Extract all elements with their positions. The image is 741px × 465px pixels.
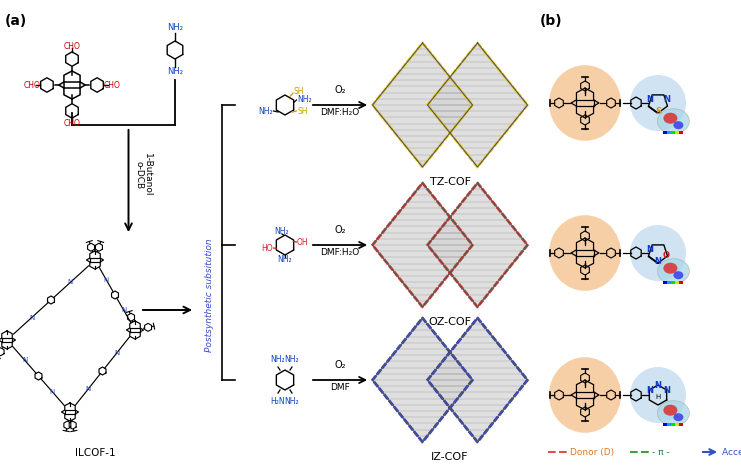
Text: NH₂: NH₂ xyxy=(285,397,299,405)
Text: DMF:H₂O: DMF:H₂O xyxy=(320,248,359,257)
Polygon shape xyxy=(428,183,528,307)
Text: N: N xyxy=(22,357,27,363)
Bar xyxy=(679,131,683,134)
Text: N: N xyxy=(85,386,91,392)
Ellipse shape xyxy=(549,357,621,433)
Bar xyxy=(668,281,671,284)
Text: NH₂: NH₂ xyxy=(278,254,292,264)
Text: DMF: DMF xyxy=(330,383,350,392)
Text: N: N xyxy=(663,94,670,104)
Text: Postsynthetic subsitution: Postsynthetic subsitution xyxy=(205,238,214,352)
Text: N: N xyxy=(646,94,653,104)
Bar xyxy=(668,423,671,426)
Text: 1-Butanol: 1-Butanol xyxy=(142,153,151,197)
Text: N: N xyxy=(104,277,109,283)
Text: N: N xyxy=(646,385,653,394)
Text: Donor (D): Donor (D) xyxy=(570,447,614,457)
Ellipse shape xyxy=(630,225,686,281)
Text: N: N xyxy=(654,380,662,390)
Bar xyxy=(663,423,668,426)
Text: N: N xyxy=(646,245,653,253)
Text: NH₂: NH₂ xyxy=(167,24,183,33)
Polygon shape xyxy=(428,318,528,442)
Text: IZ-COF: IZ-COF xyxy=(431,452,469,462)
Text: N: N xyxy=(654,257,662,266)
Text: ILCOF-1: ILCOF-1 xyxy=(75,448,116,458)
Bar xyxy=(671,281,675,284)
Ellipse shape xyxy=(657,259,689,284)
Text: N: N xyxy=(50,389,55,395)
Text: O: O xyxy=(663,251,670,259)
Text: SH: SH xyxy=(297,106,308,115)
Text: o-DCB: o-DCB xyxy=(135,161,144,189)
Bar xyxy=(671,423,675,426)
Text: HO: HO xyxy=(262,244,273,252)
Text: O₂: O₂ xyxy=(334,85,346,95)
Bar xyxy=(679,281,683,284)
Text: (b): (b) xyxy=(540,14,562,28)
Text: NH₂: NH₂ xyxy=(259,106,273,115)
Text: O₂: O₂ xyxy=(334,360,346,370)
Text: H: H xyxy=(655,394,661,400)
Ellipse shape xyxy=(663,113,677,124)
Ellipse shape xyxy=(663,405,677,416)
Text: H₂N: H₂N xyxy=(270,397,285,405)
Ellipse shape xyxy=(549,215,621,291)
Ellipse shape xyxy=(549,65,621,141)
Bar xyxy=(675,131,679,134)
Bar xyxy=(671,131,675,134)
Text: Acceptor (A): Acceptor (A) xyxy=(722,447,741,457)
Bar xyxy=(675,423,679,426)
Text: NH₂: NH₂ xyxy=(275,226,289,235)
Bar xyxy=(679,423,683,426)
Text: NH₂: NH₂ xyxy=(270,354,285,364)
Ellipse shape xyxy=(663,263,677,274)
Text: OH: OH xyxy=(297,238,308,246)
Bar xyxy=(663,131,668,134)
Text: NH₂: NH₂ xyxy=(285,354,299,364)
Polygon shape xyxy=(373,183,473,307)
Text: NH₂: NH₂ xyxy=(297,94,312,104)
Text: N: N xyxy=(663,385,670,394)
Polygon shape xyxy=(373,43,473,167)
Bar xyxy=(668,131,671,134)
Text: NH₂: NH₂ xyxy=(167,67,183,77)
Ellipse shape xyxy=(630,367,686,423)
Text: CHO: CHO xyxy=(104,80,121,89)
Bar xyxy=(675,281,679,284)
Polygon shape xyxy=(373,318,473,442)
Text: N: N xyxy=(122,307,127,313)
Text: S: S xyxy=(655,107,661,116)
Text: DMF:H₂O: DMF:H₂O xyxy=(320,108,359,117)
Text: N: N xyxy=(29,315,34,320)
Bar xyxy=(663,281,668,284)
Text: (a): (a) xyxy=(5,14,27,28)
Ellipse shape xyxy=(674,271,683,279)
Ellipse shape xyxy=(657,401,689,425)
Text: CHO: CHO xyxy=(24,80,40,89)
Text: CHO: CHO xyxy=(64,41,81,51)
Text: N: N xyxy=(67,279,73,286)
Polygon shape xyxy=(428,43,528,167)
Text: - π -: - π - xyxy=(652,447,670,457)
Ellipse shape xyxy=(630,75,686,131)
Text: OZ-COF: OZ-COF xyxy=(428,317,471,327)
Ellipse shape xyxy=(674,413,683,421)
Text: O₂: O₂ xyxy=(334,225,346,235)
Ellipse shape xyxy=(657,109,689,134)
Text: CHO: CHO xyxy=(64,120,81,128)
Ellipse shape xyxy=(674,121,683,129)
Text: TZ-COF: TZ-COF xyxy=(430,177,471,187)
Text: SH: SH xyxy=(294,87,305,97)
Text: N: N xyxy=(114,350,119,356)
